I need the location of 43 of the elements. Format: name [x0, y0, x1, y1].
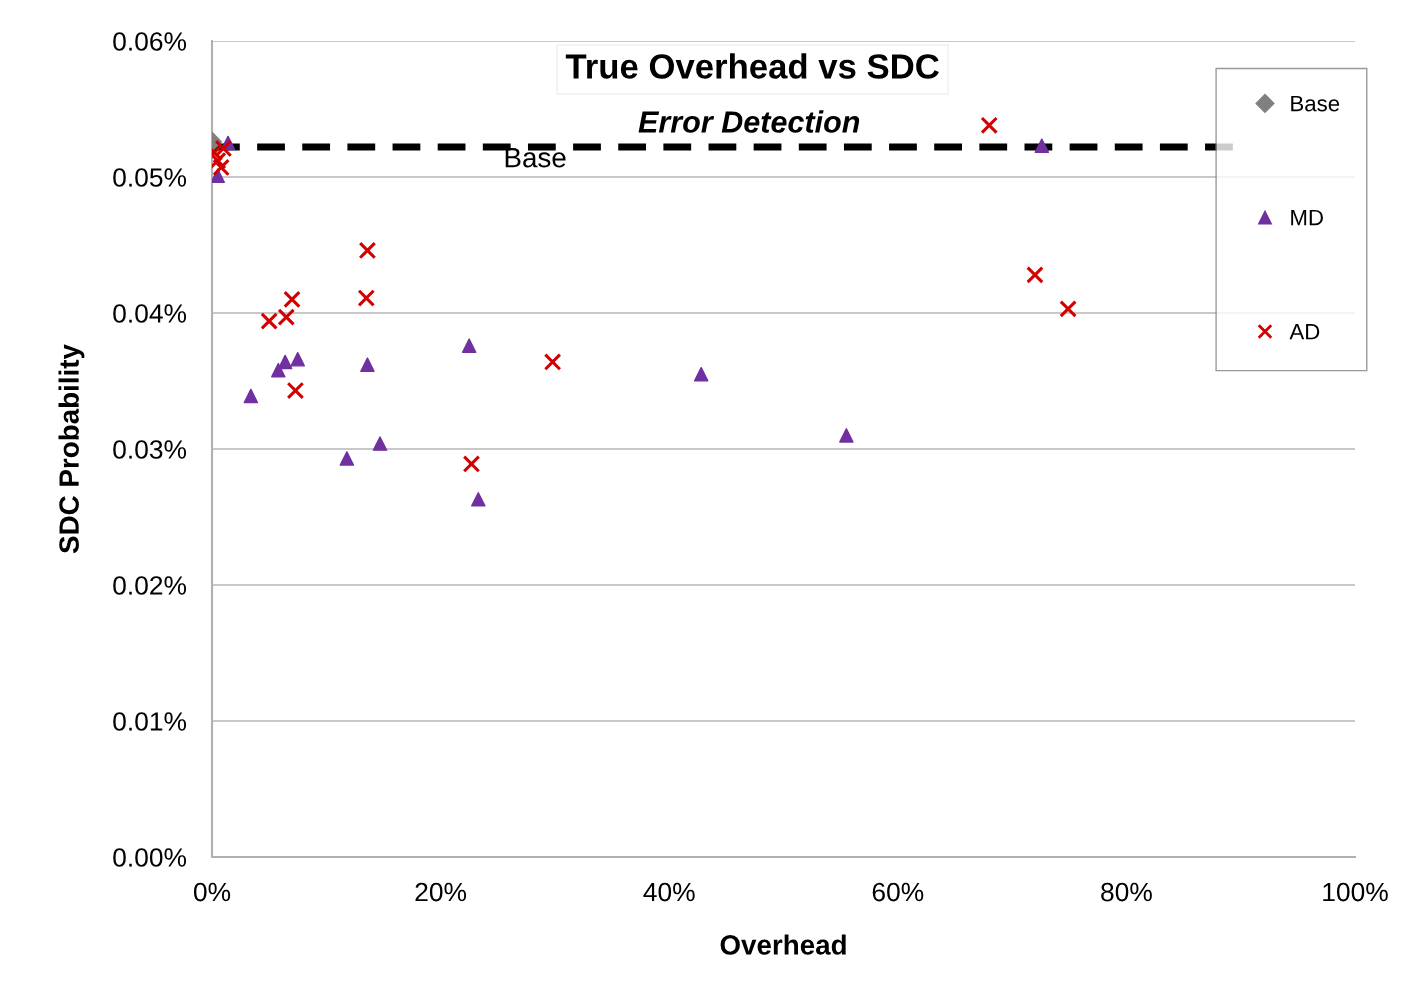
point [693, 366, 709, 382]
x-axis-title: Overhead [720, 934, 846, 955]
point [471, 492, 486, 507]
point [358, 241, 377, 260]
y-tick-label: 0.00% [113, 848, 187, 867]
point [357, 289, 376, 307]
x-tick-label: 20% [415, 882, 467, 902]
y-tick-label: 0.02% [113, 576, 187, 595]
point [1059, 300, 1077, 318]
point [286, 381, 305, 400]
ref-line-label: Base [505, 148, 566, 168]
point [212, 158, 230, 177]
point [543, 353, 562, 371]
point [290, 351, 306, 367]
point [277, 354, 293, 370]
x-tick-label: 40% [643, 882, 695, 902]
point [1034, 138, 1050, 154]
point [243, 388, 259, 404]
x-tick-label: 60% [872, 882, 924, 902]
chart-title: True Overhead vs SDC [565, 53, 939, 79]
y-tick-label: 0.06% [113, 32, 187, 51]
point [461, 338, 477, 353]
point [980, 116, 999, 135]
point [214, 139, 233, 158]
point [1026, 266, 1044, 284]
x-tick-label: 100% [1323, 882, 1388, 902]
x-tick-label: 80% [1101, 882, 1152, 902]
point [360, 357, 375, 372]
legend-label: AD [1289, 324, 1320, 340]
point [339, 451, 355, 466]
y-tick-label: 0.01% [113, 712, 187, 731]
text: Error Detection [638, 110, 860, 133]
y-axis-title: SDC Probability [58, 344, 85, 554]
y-tick-label: 0.04% [113, 304, 187, 323]
point [283, 290, 301, 309]
x-tick-label: 0% [193, 882, 231, 902]
point [462, 455, 481, 473]
point [372, 436, 388, 451]
legend-label: Base [1291, 95, 1340, 112]
y-tick-label: 0.05% [113, 168, 187, 187]
point [839, 428, 854, 443]
y-tick-label: 0.03% [113, 440, 187, 459]
legend-label: MD [1291, 209, 1323, 226]
